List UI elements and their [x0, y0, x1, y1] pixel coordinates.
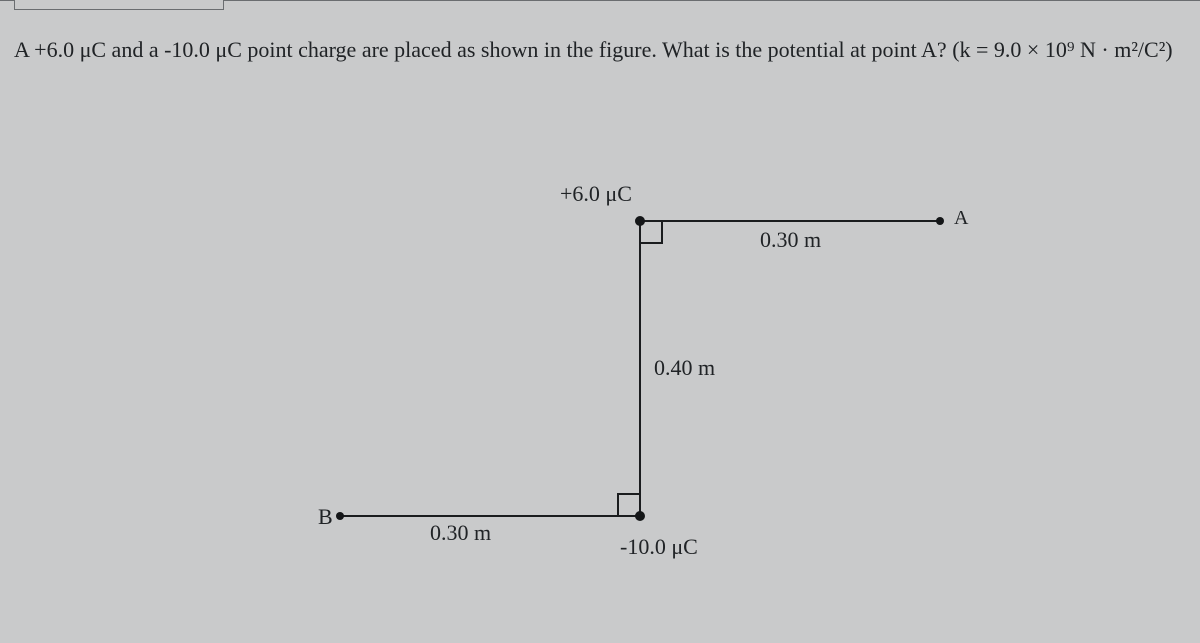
point-b-label: B: [318, 504, 333, 530]
charge-top-label: +6.0 μC: [560, 181, 632, 207]
top-distance-label: 0.30 m: [760, 227, 821, 253]
bottom-distance-label: 0.30 m: [430, 520, 491, 546]
charge-bottom-label: -10.0 μC: [620, 534, 698, 560]
vert-distance-label: 0.40 m: [654, 355, 715, 381]
point-a-label: A: [954, 207, 968, 230]
question-text: A +6.0 μC and a -10.0 μC point charge ar…: [14, 27, 1186, 73]
diagram-area: +6.0 μC -10.0 μC A B 0.30 m 0.40 m 0.30 …: [300, 161, 980, 621]
tab-stub: [14, 0, 224, 10]
page: A +6.0 μC and a -10.0 μC point charge ar…: [0, 0, 1200, 643]
